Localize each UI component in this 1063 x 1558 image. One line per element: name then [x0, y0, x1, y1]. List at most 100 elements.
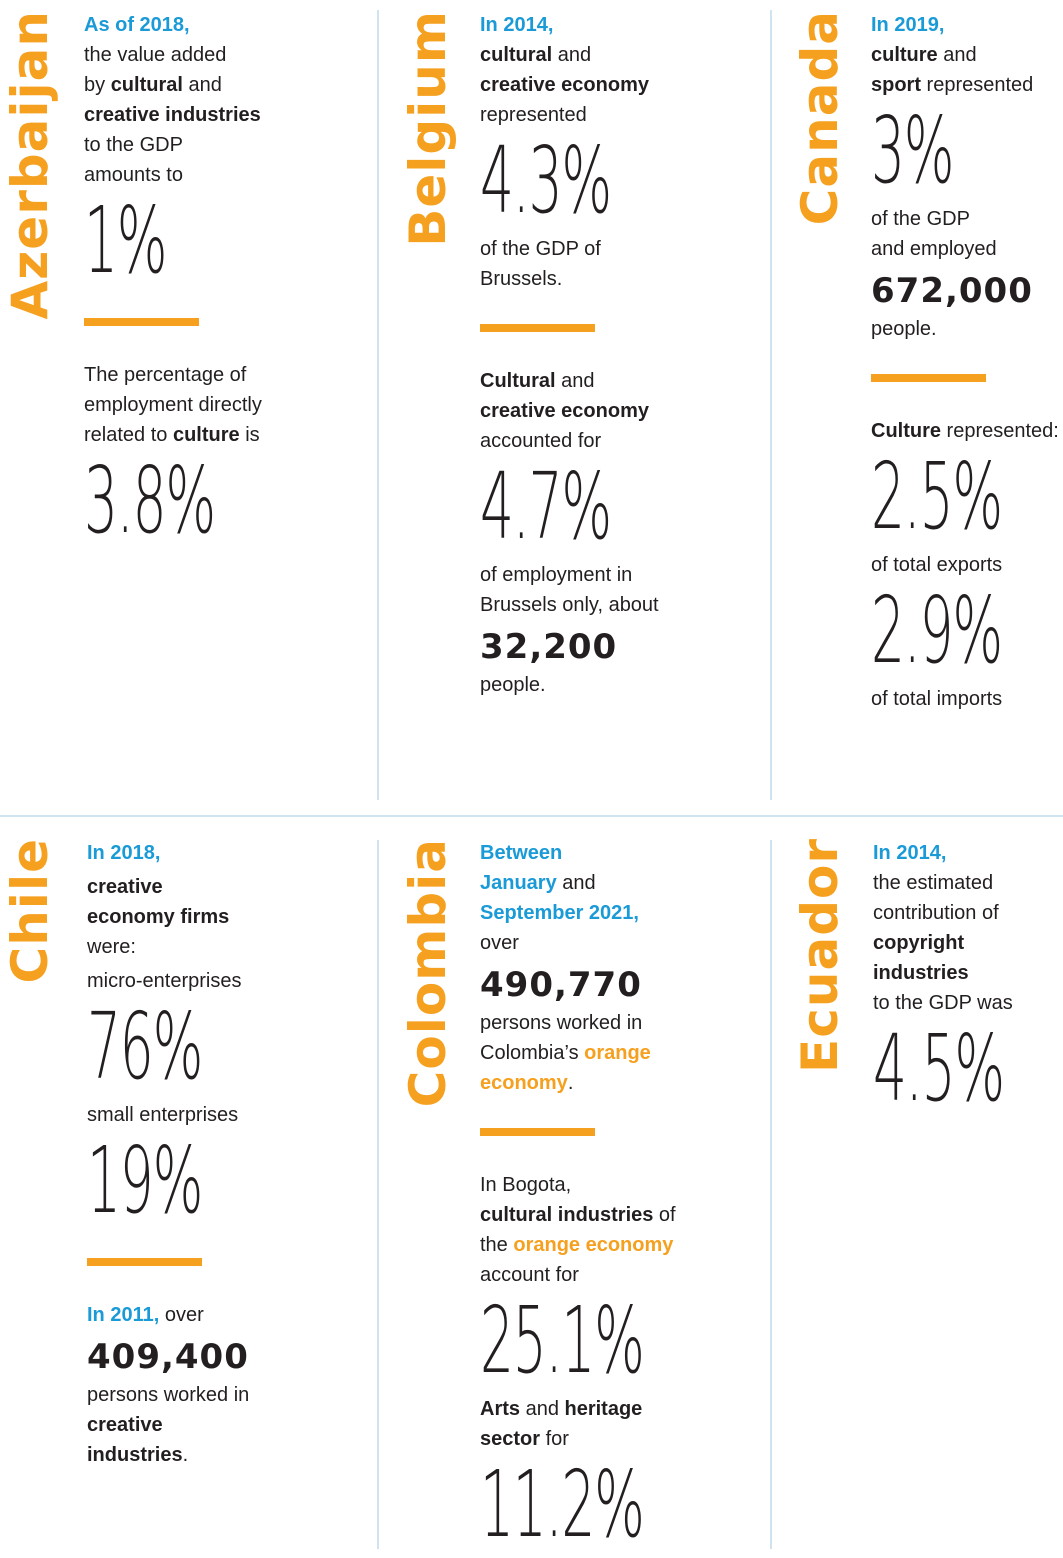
- big-figure: 3%: [871, 97, 954, 204]
- text-line: Culture represented:: [871, 416, 1063, 446]
- text-run: amounts to: [84, 164, 183, 186]
- text-run: September 2021,: [480, 902, 639, 924]
- text-run: creative: [87, 1414, 163, 1436]
- text-run: Between: [480, 842, 563, 864]
- text-run: In 2019,: [871, 14, 945, 36]
- text-run: and: [182, 74, 222, 96]
- text-run: and: [555, 370, 595, 392]
- big-figure: 4.5%: [873, 1015, 1005, 1122]
- panel-content: Between January and September 2021, over 490…: [480, 838, 680, 1558]
- text-block: micro-enterprises: [87, 966, 287, 996]
- text-line: economy.: [480, 1068, 680, 1098]
- text-run: Cultural: [480, 370, 556, 392]
- text-run: people.: [480, 674, 546, 696]
- divider: [377, 10, 379, 800]
- big-figure: 2.9%: [871, 577, 1003, 684]
- text-run: people.: [871, 318, 937, 340]
- text-line: persons worked in: [87, 1380, 287, 1410]
- big-figure: 4.7%: [480, 453, 612, 560]
- big-figure: 11.2%: [480, 1451, 645, 1558]
- divider: [0, 815, 1063, 817]
- text-block: In 2018,: [87, 838, 287, 868]
- text-line: creative: [87, 1410, 287, 1440]
- separator: [87, 1258, 202, 1266]
- big-figure: 19%: [87, 1127, 203, 1234]
- text-line: In Bogota,: [480, 1170, 680, 1200]
- text-block: Cultural and creative economy accounted fo…: [480, 366, 680, 456]
- text-line: of the GDP of: [480, 234, 680, 264]
- text-run: is: [239, 424, 260, 446]
- text-block: As of 2018, the value added by cultural an…: [84, 10, 284, 190]
- text-run: creative economy: [480, 74, 649, 96]
- text-line: January and: [480, 868, 680, 898]
- text-run: orange: [584, 1042, 651, 1064]
- text-line: In 2011, over: [87, 1300, 287, 1330]
- text-run: economy firms: [87, 906, 230, 928]
- text-block: of total imports: [871, 684, 1063, 714]
- text-run: culture: [871, 44, 938, 66]
- text-run: cultural: [480, 44, 553, 66]
- text-run: cultural industries: [480, 1204, 654, 1226]
- text-line: small enterprises: [87, 1100, 287, 1130]
- text-run: sport: [871, 74, 921, 96]
- text-run: .: [567, 1072, 574, 1094]
- text-line: Between: [480, 838, 680, 868]
- text-run: related to: [84, 424, 173, 446]
- text-block: of the GDP of Brussels.: [480, 234, 680, 294]
- text-line: of total exports: [871, 550, 1063, 580]
- text-run: As of 2018,: [84, 14, 190, 36]
- panel-content: In 2018, creative economy firms were: micro-…: [87, 838, 287, 1474]
- text-line: The percentage of: [84, 360, 284, 390]
- text-run: and: [937, 44, 977, 66]
- text-run: In 2014,: [480, 14, 554, 36]
- text-line: As of 2018,: [84, 10, 284, 40]
- text-line: Brussels only, about: [480, 590, 680, 620]
- text-run: the: [480, 1234, 514, 1256]
- text-block: of employment in Brussels only, about: [480, 560, 680, 620]
- text-block: Between January and September 2021, over: [480, 838, 680, 958]
- text-line: employment directly: [84, 390, 284, 420]
- text-line: of the GDP: [871, 204, 1063, 234]
- text-block: people.: [871, 314, 1063, 344]
- big-count: 672,000: [871, 271, 1033, 311]
- separator: [480, 1128, 595, 1136]
- big-count: 490,770: [480, 965, 642, 1005]
- panel-content: In 2019, culture and sport represented 3% of…: [871, 10, 1063, 718]
- text-line: economy firms: [87, 902, 287, 932]
- text-block: Culture represented:: [871, 416, 1063, 446]
- text-line: micro-enterprises: [87, 966, 287, 996]
- text-run: persons worked in: [87, 1384, 250, 1406]
- text-run: and: [556, 872, 596, 894]
- big-count: 409,400: [87, 1337, 249, 1377]
- text-block: persons worked in Colombia’s orange econom…: [480, 1008, 680, 1098]
- text-run: sector: [480, 1428, 541, 1450]
- text-run: orange economy: [513, 1234, 674, 1256]
- text-run: of total exports: [871, 554, 1003, 576]
- text-line: industries.: [87, 1440, 287, 1470]
- big-figure: 1%: [84, 187, 167, 294]
- text-run: industries: [873, 962, 969, 984]
- text-block: In 2019, culture and sport represented: [871, 10, 1063, 100]
- text-line: September 2021,: [480, 898, 680, 928]
- text-block: In Bogota, cultural industries of the oran…: [480, 1170, 680, 1290]
- text-line: related to culture is: [84, 420, 284, 450]
- text-run: Arts: [480, 1398, 521, 1420]
- country-name: Belgium: [399, 10, 457, 247]
- text-run: small enterprises: [87, 1104, 239, 1126]
- text-line: contribution of: [873, 898, 1063, 928]
- text-line: by cultural and: [84, 70, 284, 100]
- divider: [770, 840, 772, 1549]
- text-block: creative economy firms were:: [87, 872, 287, 962]
- text-line: the value added: [84, 40, 284, 70]
- text-run: culture: [172, 424, 240, 446]
- text-run: January: [480, 872, 557, 894]
- country-name: Azerbaijan: [1, 10, 59, 320]
- text-line: cultural and: [480, 40, 680, 70]
- text-line: In 2014,: [873, 838, 1063, 868]
- big-figure: 25.1%: [480, 1287, 645, 1394]
- text-block: of the GDP and employed: [871, 204, 1063, 264]
- big-count: 32,200: [480, 627, 618, 667]
- text-line: of total imports: [871, 684, 1063, 714]
- text-block: Arts and heritage sector for: [480, 1394, 680, 1454]
